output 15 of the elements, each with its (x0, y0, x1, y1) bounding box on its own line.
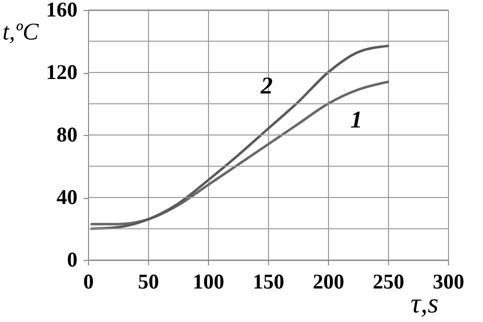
annotation: 2 (260, 73, 273, 100)
x-tick-label: 150 (252, 270, 284, 294)
y-tick-label: 40 (56, 185, 78, 209)
line-series (90, 44, 390, 230)
annotation: 1 (350, 107, 362, 134)
x-tick-label: 50 (138, 270, 159, 294)
x-tick-label: 0 (83, 270, 94, 294)
x-tick-label: 100 (192, 270, 224, 294)
y-axis-title: t,ºC (2, 20, 40, 46)
y-tick-label: 80 (56, 122, 78, 146)
x-tick-label: 250 (372, 270, 404, 294)
y-tick-label: 160 (46, 0, 78, 22)
x-tick-label: 200 (312, 270, 344, 294)
y-tick-label: 0 (67, 248, 78, 272)
y-tick-label: 120 (46, 60, 78, 84)
